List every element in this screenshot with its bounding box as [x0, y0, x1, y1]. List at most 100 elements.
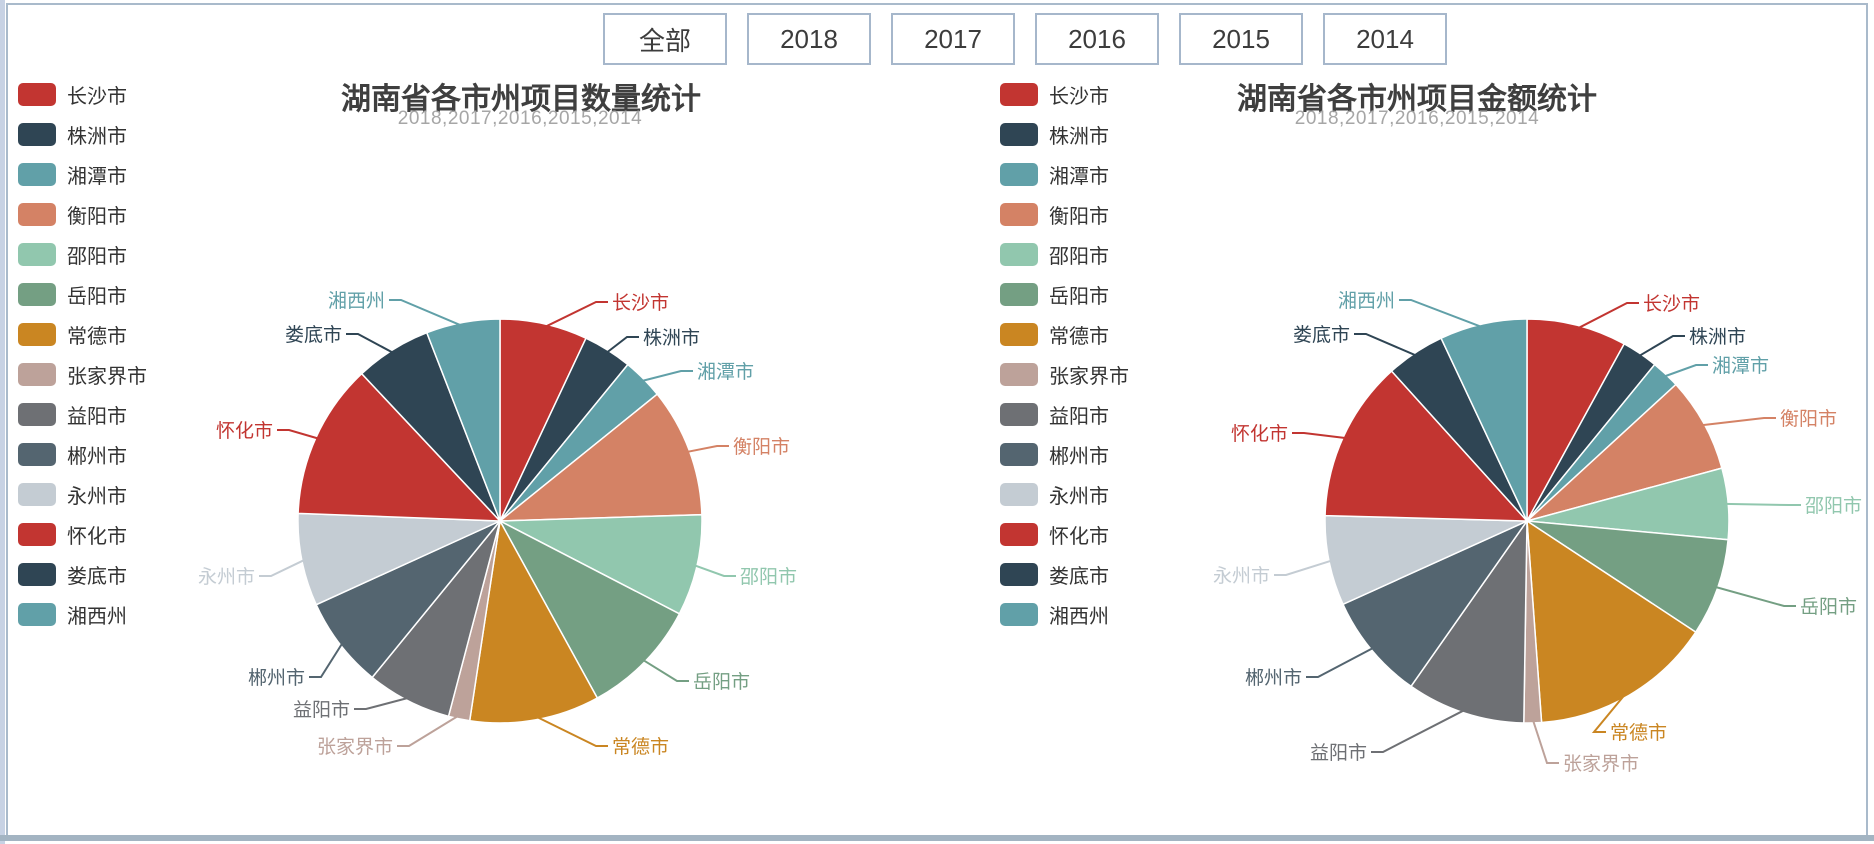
legend-item[interactable]: 岳阳市: [18, 282, 147, 308]
pie-label: 株洲市: [1689, 326, 1746, 348]
legend-item[interactable]: 娄底市: [1000, 562, 1129, 588]
legend-item-label: 张家界市: [67, 365, 147, 388]
pie-label-line: [1292, 432, 1348, 440]
pie-label-line: [1371, 708, 1467, 753]
pie-label: 娄底市: [1293, 324, 1350, 346]
pie-label-line: [1531, 718, 1559, 764]
legend-item[interactable]: 湘潭市: [18, 162, 147, 188]
legend-item[interactable]: 邵阳市: [1000, 242, 1129, 268]
legend-swatch: [1000, 242, 1038, 266]
pie-label: 张家界市: [1563, 753, 1639, 775]
legend-item[interactable]: 衡阳市: [1000, 202, 1129, 228]
pie-label-line: [1399, 299, 1485, 329]
chart-subtitle-count: 2018,2017,2016,2015,2014: [397, 108, 643, 129]
legend-swatch: [1000, 482, 1038, 506]
pie-label-line: [692, 563, 736, 577]
legend-amount-chart: 长沙市株洲市湘潭市衡阳市邵阳市岳阳市常德市张家界市益阳市郴州市永州市怀化市娄底市…: [1000, 82, 1129, 642]
legend-item[interactable]: 张家界市: [18, 362, 147, 388]
legend-swatch: [18, 122, 56, 146]
legend-swatch: [1000, 402, 1038, 426]
legend-item[interactable]: 益阳市: [18, 402, 147, 428]
legend-swatch: [1000, 282, 1038, 306]
pie-label: 湘潭市: [1712, 355, 1769, 377]
legend-swatch: [1000, 122, 1038, 146]
legend-item[interactable]: 娄底市: [18, 562, 147, 588]
legend-swatch: [1000, 562, 1038, 586]
legend-item[interactable]: 湘西州: [1000, 602, 1129, 628]
legend-item[interactable]: 岳阳市: [1000, 282, 1129, 308]
legend-item[interactable]: 株洲市: [1000, 122, 1129, 148]
pie-label-line: [685, 445, 729, 454]
legend-item-label: 娄底市: [67, 565, 127, 588]
legend-swatch: [18, 82, 56, 106]
pie-label-line: [346, 333, 395, 355]
legend-swatch: [18, 162, 56, 186]
legend-item-label: 郴州市: [67, 445, 127, 468]
pie-label-line: [277, 429, 321, 440]
pie-label: 岳阳市: [1800, 596, 1857, 618]
pie-label-line: [1713, 585, 1796, 607]
legend-item-label: 湘潭市: [67, 165, 127, 188]
legend-item-label: 衡阳市: [1049, 205, 1109, 228]
legend-item[interactable]: 衡阳市: [18, 202, 147, 228]
legend-swatch: [18, 282, 56, 306]
pie-label: 衡阳市: [1780, 408, 1837, 430]
legend-item-label: 邵阳市: [1049, 245, 1109, 268]
legend-swatch: [1000, 442, 1038, 466]
legend-swatch: [18, 602, 56, 626]
year-filter-button-2018[interactable]: 2018: [747, 13, 871, 65]
legend-item[interactable]: 湘潭市: [1000, 162, 1129, 188]
legend-item-label: 衡阳市: [67, 205, 127, 228]
pie-label-line: [1354, 333, 1418, 358]
pie-label: 湘西州: [328, 290, 385, 312]
legend-item-label: 张家界市: [1049, 365, 1129, 388]
legend-item[interactable]: 湘西州: [18, 602, 147, 628]
legend-item[interactable]: 长沙市: [18, 82, 147, 108]
pie-label: 永州市: [1213, 565, 1270, 587]
legend-item[interactable]: 怀化市: [1000, 522, 1129, 548]
legend-swatch: [18, 562, 56, 586]
legend-item[interactable]: 常德市: [18, 322, 147, 348]
legend-item-label: 怀化市: [67, 525, 127, 548]
pie-label-line: [534, 715, 608, 747]
legend-item-label: 益阳市: [67, 405, 127, 428]
legend-item-label: 益阳市: [1049, 405, 1109, 428]
pie-label: 张家界市: [317, 736, 393, 758]
pie-label-line: [1306, 646, 1375, 678]
pie-label: 邵阳市: [740, 566, 797, 588]
pie-label-line: [1724, 502, 1801, 506]
legend-swatch: [18, 362, 56, 386]
legend-item[interactable]: 常德市: [1000, 322, 1129, 348]
legend-item[interactable]: 株洲市: [18, 122, 147, 148]
chart-title-amount: 湖南省各市州项目金额统计: [1237, 83, 1597, 116]
legend-item-label: 株洲市: [1049, 125, 1109, 148]
legend-item-label: 常德市: [67, 325, 127, 348]
year-filter-button-2017[interactable]: 2017: [891, 13, 1015, 65]
legend-item[interactable]: 邵阳市: [18, 242, 147, 268]
legend-item[interactable]: 怀化市: [18, 522, 147, 548]
year-filter-button-all[interactable]: 全部: [603, 13, 727, 65]
pie-label-line: [354, 696, 411, 710]
legend-item-label: 岳阳市: [67, 285, 127, 308]
legend-item[interactable]: 郴州市: [18, 442, 147, 468]
year-filter-button-2014[interactable]: 2014: [1323, 13, 1447, 65]
legend-swatch: [18, 202, 56, 226]
pie-label-line: [1637, 335, 1685, 358]
pie-label-line: [542, 301, 608, 329]
pie-label-line: [1662, 364, 1708, 378]
legend-swatch: [1000, 602, 1038, 626]
pie-label-line: [604, 336, 639, 355]
legend-item[interactable]: 益阳市: [1000, 402, 1129, 428]
year-filter-button-2016[interactable]: 2016: [1035, 13, 1159, 65]
legend-item[interactable]: 长沙市: [1000, 82, 1129, 108]
legend-item[interactable]: 张家界市: [1000, 362, 1129, 388]
legend-swatch: [18, 322, 56, 346]
legend-item[interactable]: 永州市: [1000, 482, 1129, 508]
year-filter-button-2015[interactable]: 2015: [1179, 13, 1303, 65]
legend-item-label: 常德市: [1049, 325, 1109, 348]
pie-label-line: [1700, 417, 1776, 427]
legend-item[interactable]: 永州市: [18, 482, 147, 508]
legend-item-label: 湘西州: [1049, 605, 1109, 628]
legend-item[interactable]: 郴州市: [1000, 442, 1129, 468]
